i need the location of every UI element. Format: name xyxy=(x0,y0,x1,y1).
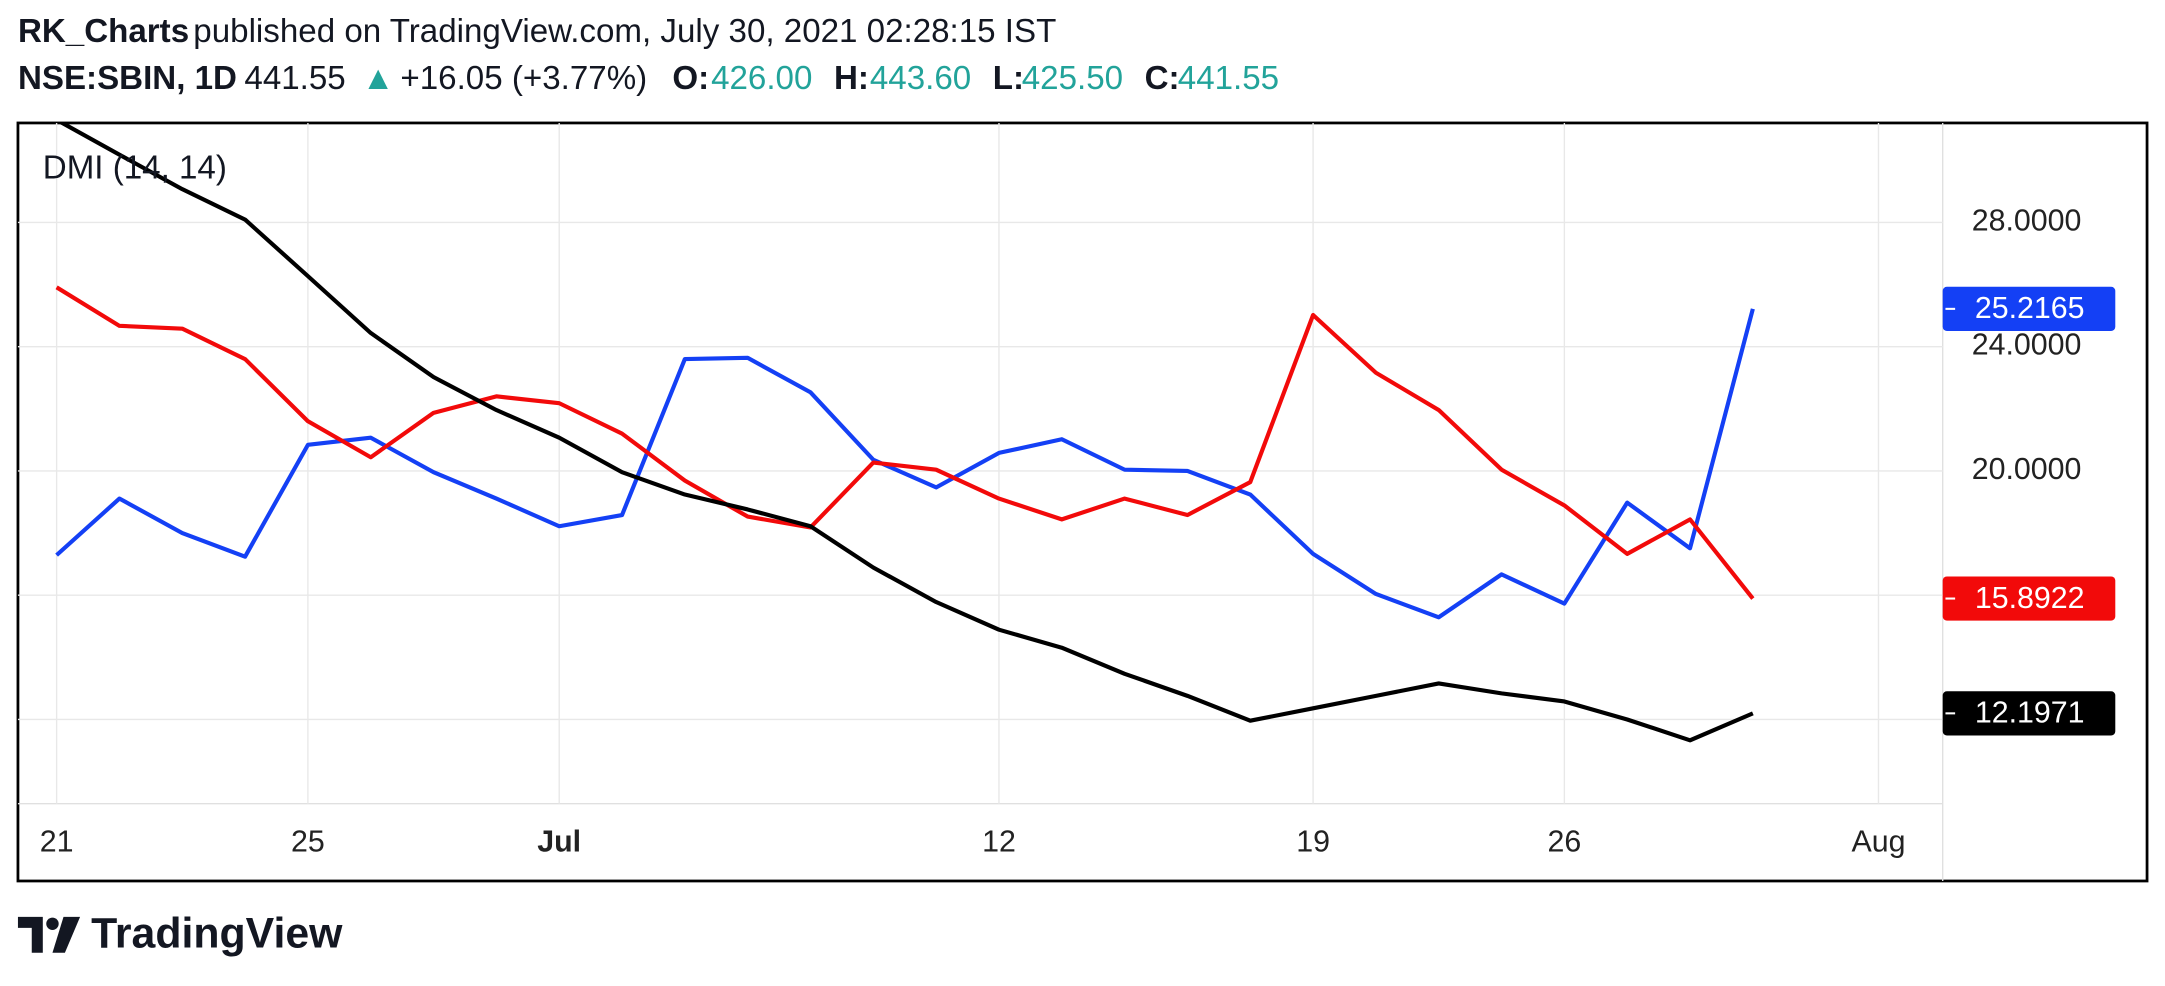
change: +16.05 (+3.77%) xyxy=(400,60,647,97)
ohlc-label: C: xyxy=(1145,60,1180,97)
author: RK_Charts xyxy=(18,13,189,50)
brand: TradingView xyxy=(91,910,343,958)
series-line xyxy=(55,285,1755,600)
last-value-label: 12.1971 xyxy=(1975,697,2085,730)
logo xyxy=(17,916,81,953)
series-line xyxy=(57,122,1754,743)
indicator-title: DMI (14, 14) xyxy=(43,150,227,187)
symbol: NSE:SBIN, 1D xyxy=(18,60,237,97)
ohlc-value: 425.50 xyxy=(1022,60,1123,97)
chart-frame xyxy=(16,121,2149,883)
x-tick-label: Jul xyxy=(537,826,581,859)
x-tick-label: Aug xyxy=(1851,826,1905,859)
published: published on TradingView.com, July 30, 2… xyxy=(193,13,1056,50)
last-value-label: 25.2165 xyxy=(1975,292,2085,325)
arrow: ▲ xyxy=(362,60,395,97)
plot xyxy=(55,122,1755,743)
last-value-box xyxy=(1942,691,2116,736)
y-tick-label: 28.0000 xyxy=(1972,204,2082,237)
x-tick-label: 26 xyxy=(1547,826,1581,859)
logo-mark xyxy=(52,916,81,953)
ohlc-label: H: xyxy=(834,60,869,97)
ohlc-label: O: xyxy=(672,60,709,97)
ohlc-value: 441.55 xyxy=(1178,60,1279,97)
ohlc-label: L: xyxy=(993,60,1024,97)
last-value-box xyxy=(1942,286,2116,331)
x-tick-label: 19 xyxy=(1296,826,1330,859)
axes: 12.000016.000020.000024.000028.00002125J… xyxy=(40,204,2116,859)
price: 441.55 xyxy=(244,60,345,97)
y-tick-label: 20.0000 xyxy=(1972,453,2082,486)
x-tick-label: 21 xyxy=(40,826,74,859)
logo-mark xyxy=(17,916,43,953)
grid xyxy=(17,122,1943,804)
x-tick-label: 25 xyxy=(291,826,325,859)
series-line xyxy=(55,308,1755,620)
logo-mark xyxy=(46,917,59,931)
ohlc-value: 443.60 xyxy=(870,60,971,97)
ohlc-value: 426.00 xyxy=(711,60,812,97)
x-tick-label: 12 xyxy=(982,826,1016,859)
y-tick-label: 24.0000 xyxy=(1972,329,2082,362)
last-value-label: 15.8922 xyxy=(1975,582,2085,615)
last-value-box xyxy=(1942,576,2116,621)
